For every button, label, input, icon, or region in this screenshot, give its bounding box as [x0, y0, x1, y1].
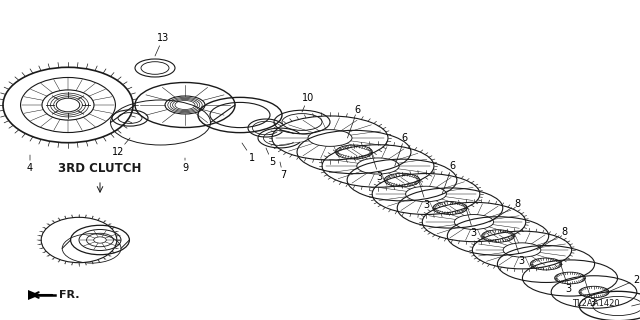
Text: FR.: FR.	[59, 290, 79, 300]
Text: 6: 6	[442, 161, 455, 194]
Text: 3RD CLUTCH: 3RD CLUTCH	[58, 162, 141, 175]
Text: 12: 12	[112, 138, 130, 157]
Text: 11: 11	[632, 293, 640, 306]
Text: 3: 3	[513, 236, 524, 266]
Text: 4: 4	[27, 155, 33, 173]
Text: 6: 6	[395, 133, 408, 166]
Text: 3: 3	[561, 264, 572, 294]
Text: 9: 9	[182, 158, 188, 173]
Text: 1: 1	[242, 143, 255, 163]
Text: 6: 6	[348, 105, 360, 138]
Polygon shape	[28, 290, 40, 300]
Text: 3: 3	[371, 152, 382, 182]
Text: 13: 13	[155, 33, 169, 56]
Text: 3: 3	[584, 278, 595, 308]
Text: 8: 8	[537, 227, 568, 250]
Text: 3: 3	[419, 180, 429, 210]
Text: TL2AA1420: TL2AA1420	[572, 299, 620, 308]
Text: 5: 5	[266, 148, 275, 167]
Text: 3: 3	[466, 208, 477, 238]
Text: 7: 7	[280, 162, 286, 180]
Text: 8: 8	[490, 199, 520, 222]
Text: 10: 10	[302, 93, 314, 112]
Text: 2: 2	[608, 275, 639, 292]
